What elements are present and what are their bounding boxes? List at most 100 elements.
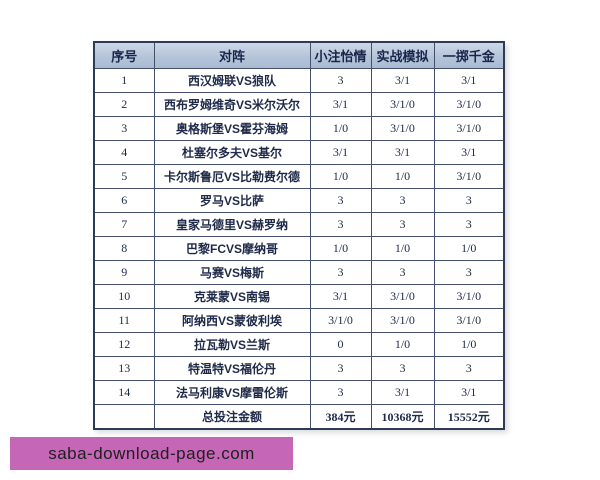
row-number-cell: 6 bbox=[93, 188, 155, 213]
table-row: 8 巴黎FCVS摩纳哥 1/0 1/0 1/0 bbox=[93, 236, 505, 261]
small-bet-cell: 3/1/0 bbox=[309, 308, 372, 333]
row-number-cell: 7 bbox=[93, 212, 155, 237]
table-row: 7 皇家马德里VS赫罗纳 3 3 3 bbox=[93, 212, 505, 237]
header-small-bet: 小注怡情 bbox=[309, 41, 372, 69]
matchup-cell: 法马利康VS摩雷伦斯 bbox=[153, 380, 311, 405]
table-row: 2 西布罗姆维奇VS米尔沃尔 3/1 3/1/0 3/1/0 bbox=[93, 92, 505, 117]
row-number-cell: 10 bbox=[93, 284, 155, 309]
simulation-cell: 3/1 bbox=[370, 380, 435, 405]
small-bet-cell: 1/0 bbox=[309, 116, 372, 141]
table-row: 12 拉瓦勒VS兰斯 0 1/0 1/0 bbox=[93, 332, 505, 357]
small-bet-cell: 1/0 bbox=[309, 236, 372, 261]
big-bet-cell: 3/1 bbox=[433, 140, 505, 165]
table-row: 10 克莱蒙VS南锡 3/1 3/1/0 3/1/0 bbox=[93, 284, 505, 309]
total-label: 总投注金额 bbox=[153, 404, 311, 430]
small-bet-cell: 1/0 bbox=[309, 164, 372, 189]
small-bet-cell: 3/1 bbox=[309, 140, 372, 165]
table-header: 序号 对阵 小注怡情 实战模拟 一掷千金 bbox=[93, 41, 505, 69]
matchup-cell: 皇家马德里VS赫罗纳 bbox=[153, 212, 311, 237]
header-big-bet: 一掷千金 bbox=[433, 41, 505, 69]
big-bet-cell: 3 bbox=[433, 356, 505, 381]
big-bet-cell: 3/1 bbox=[433, 380, 505, 405]
row-number-cell: 1 bbox=[93, 68, 155, 93]
table-row: 13 特温特VS福伦丹 3 3 3 bbox=[93, 356, 505, 381]
row-number-cell: 14 bbox=[93, 380, 155, 405]
small-bet-cell: 3/1 bbox=[309, 284, 372, 309]
big-bet-cell: 3/1/0 bbox=[433, 308, 505, 333]
total-big-bet: 15552元 bbox=[433, 404, 505, 430]
total-simulation: 10368元 bbox=[370, 404, 435, 430]
matchup-cell: 西布罗姆维奇VS米尔沃尔 bbox=[153, 92, 311, 117]
match-table-body: 1 西汉姆联VS狼队 3 3/1 3/1 2 西布罗姆维奇VS米尔沃尔 3/1 … bbox=[93, 68, 505, 405]
big-bet-cell: 3/1 bbox=[433, 68, 505, 93]
watermark-banner: saba-download-page.com bbox=[10, 437, 293, 470]
row-number-cell: 2 bbox=[93, 92, 155, 117]
simulation-cell: 1/0 bbox=[370, 236, 435, 261]
table-footer: 总投注金额 384元 10368元 15552元 bbox=[93, 404, 505, 430]
small-bet-cell: 3 bbox=[309, 356, 372, 381]
matchup-cell: 克莱蒙VS南锡 bbox=[153, 284, 311, 309]
small-bet-cell: 3/1 bbox=[309, 92, 372, 117]
total-empty-cell bbox=[93, 404, 155, 430]
simulation-cell: 3/1/0 bbox=[370, 116, 435, 141]
row-number-cell: 8 bbox=[93, 236, 155, 261]
row-number-cell: 5 bbox=[93, 164, 155, 189]
matchup-cell: 西汉姆联VS狼队 bbox=[153, 68, 311, 93]
matchup-cell: 阿纳西VS蒙彼利埃 bbox=[153, 308, 311, 333]
table-row: 14 法马利康VS摩雷伦斯 3 3/1 3/1 bbox=[93, 380, 505, 405]
simulation-cell: 3 bbox=[370, 188, 435, 213]
matchup-cell: 卡尔斯鲁厄VS比勒费尔德 bbox=[153, 164, 311, 189]
big-bet-cell: 3 bbox=[433, 260, 505, 285]
table-row: 1 西汉姆联VS狼队 3 3/1 3/1 bbox=[93, 68, 505, 93]
simulation-cell: 3 bbox=[370, 260, 435, 285]
matchup-cell: 杜塞尔多夫VS基尔 bbox=[153, 140, 311, 165]
matchup-cell: 奥格斯堡VS霍芬海姆 bbox=[153, 116, 311, 141]
header-index: 序号 bbox=[93, 41, 155, 69]
row-number-cell: 13 bbox=[93, 356, 155, 381]
total-small-bet: 384元 bbox=[309, 404, 372, 430]
small-bet-cell: 3 bbox=[309, 188, 372, 213]
small-bet-cell: 3 bbox=[309, 260, 372, 285]
header-row: 序号 对阵 小注怡情 实战模拟 一掷千金 bbox=[93, 41, 505, 69]
small-bet-cell: 3 bbox=[309, 212, 372, 237]
table-row: 3 奥格斯堡VS霍芬海姆 1/0 3/1/0 3/1/0 bbox=[93, 116, 505, 141]
table-row: 9 马赛VS梅斯 3 3 3 bbox=[93, 260, 505, 285]
simulation-cell: 3/1/0 bbox=[370, 308, 435, 333]
betting-table-container: 序号 对阵 小注怡情 实战模拟 一掷千金 1 西汉姆联VS狼队 3 3/1 3/… bbox=[93, 41, 505, 430]
big-bet-cell: 3/1/0 bbox=[433, 284, 505, 309]
matchup-cell: 拉瓦勒VS兰斯 bbox=[153, 332, 311, 357]
simulation-cell: 1/0 bbox=[370, 332, 435, 357]
big-bet-cell: 3/1/0 bbox=[433, 92, 505, 117]
header-simulation: 实战模拟 bbox=[370, 41, 435, 69]
betting-table: 序号 对阵 小注怡情 实战模拟 一掷千金 1 西汉姆联VS狼队 3 3/1 3/… bbox=[93, 41, 505, 430]
row-number-cell: 9 bbox=[93, 260, 155, 285]
big-bet-cell: 1/0 bbox=[433, 236, 505, 261]
big-bet-cell: 3 bbox=[433, 188, 505, 213]
simulation-cell: 3/1 bbox=[370, 140, 435, 165]
simulation-cell: 3/1 bbox=[370, 68, 435, 93]
table-row: 4 杜塞尔多夫VS基尔 3/1 3/1 3/1 bbox=[93, 140, 505, 165]
big-bet-cell: 3/1/0 bbox=[433, 116, 505, 141]
simulation-cell: 3/1/0 bbox=[370, 284, 435, 309]
matchup-cell: 特温特VS福伦丹 bbox=[153, 356, 311, 381]
big-bet-cell: 3/1/0 bbox=[433, 164, 505, 189]
table-row: 6 罗马VS比萨 3 3 3 bbox=[93, 188, 505, 213]
big-bet-cell: 3 bbox=[433, 212, 505, 237]
big-bet-cell: 1/0 bbox=[433, 332, 505, 357]
small-bet-cell: 0 bbox=[309, 332, 372, 357]
table-row: 5 卡尔斯鲁厄VS比勒费尔德 1/0 1/0 3/1/0 bbox=[93, 164, 505, 189]
header-matchup: 对阵 bbox=[153, 41, 311, 69]
simulation-cell: 1/0 bbox=[370, 164, 435, 189]
small-bet-cell: 3 bbox=[309, 380, 372, 405]
row-number-cell: 3 bbox=[93, 116, 155, 141]
matchup-cell: 罗马VS比萨 bbox=[153, 188, 311, 213]
matchup-cell: 巴黎FCVS摩纳哥 bbox=[153, 236, 311, 261]
simulation-cell: 3/1/0 bbox=[370, 92, 435, 117]
matchup-cell: 马赛VS梅斯 bbox=[153, 260, 311, 285]
simulation-cell: 3 bbox=[370, 212, 435, 237]
table-row: 11 阿纳西VS蒙彼利埃 3/1/0 3/1/0 3/1/0 bbox=[93, 308, 505, 333]
row-number-cell: 4 bbox=[93, 140, 155, 165]
row-number-cell: 11 bbox=[93, 308, 155, 333]
small-bet-cell: 3 bbox=[309, 68, 372, 93]
